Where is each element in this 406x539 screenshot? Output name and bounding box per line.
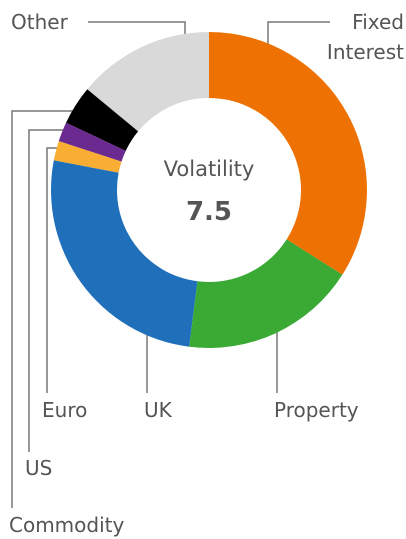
- segment-label: Euro: [42, 398, 88, 422]
- donut-segment: [209, 32, 367, 275]
- donut-segment: [189, 239, 343, 348]
- segment-label: UK: [144, 398, 172, 422]
- donut-segment: [53, 141, 122, 173]
- segment-label: Commodity: [9, 513, 125, 537]
- center-value: 7.5: [186, 197, 232, 227]
- segment-label: Other: [11, 10, 68, 34]
- segment-label: US: [25, 456, 53, 480]
- leader-line: [28, 129, 68, 452]
- segment-label: Fixed Interest: [326, 10, 404, 64]
- donut-segment: [58, 122, 126, 162]
- center-label: Volatility: [164, 157, 255, 181]
- donut-segment: [51, 160, 198, 347]
- segment-label: Property: [274, 398, 359, 422]
- leader-line: [46, 147, 60, 393]
- leader-line: [11, 110, 80, 508]
- donut-segment: [87, 32, 209, 132]
- donut-segment: [66, 89, 139, 151]
